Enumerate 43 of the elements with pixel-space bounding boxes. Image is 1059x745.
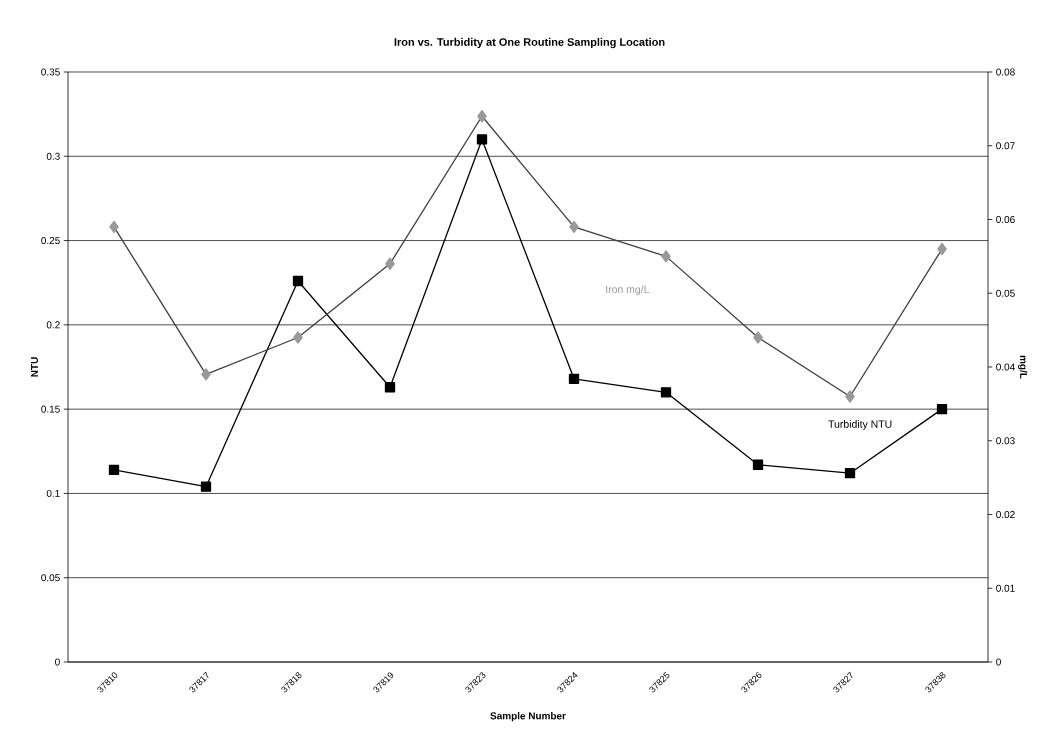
point xyxy=(477,110,487,123)
point xyxy=(200,481,212,492)
point xyxy=(385,257,395,270)
point xyxy=(936,403,948,415)
point xyxy=(201,368,211,381)
point xyxy=(752,459,764,470)
y2-tick-label: 0.07 xyxy=(996,142,1015,150)
point xyxy=(844,468,856,479)
y-tick-label: 0 xyxy=(55,658,60,666)
point xyxy=(568,373,580,384)
point xyxy=(845,390,855,403)
y2-tick-label: 0.08 xyxy=(996,68,1015,76)
y2-tick-label: 0.05 xyxy=(996,289,1015,297)
y2-tick-label: 0.02 xyxy=(996,510,1015,519)
point xyxy=(108,464,120,475)
text: Iron mg/L xyxy=(606,285,650,296)
y2-tick-label: 0.04 xyxy=(996,363,1015,371)
point xyxy=(753,331,763,344)
point xyxy=(569,220,579,234)
y-tick-label: 0.1 xyxy=(46,489,60,497)
y-tick-label: 0.2 xyxy=(46,321,60,329)
y2-tick-label: 0 xyxy=(996,658,1001,666)
y-tick-label: 0.05 xyxy=(41,574,60,582)
point xyxy=(476,134,488,145)
point xyxy=(661,250,671,263)
point xyxy=(109,220,119,234)
y2-tick-label: 0.03 xyxy=(996,437,1015,445)
y2-axis-title: mg/L xyxy=(1018,355,1028,379)
chart-title: Iron vs. Turbidity at One Routine Sampling Location xyxy=(394,37,665,49)
y-tick-label: 0.15 xyxy=(41,405,60,413)
point xyxy=(660,387,672,398)
point xyxy=(384,382,396,393)
y-axis-title: NTU xyxy=(31,357,38,377)
series-label: Turbidity NTU xyxy=(828,420,892,430)
y-tick-label: 0.35 xyxy=(41,68,60,76)
y-tick-label: 0.25 xyxy=(41,237,60,245)
y2-tick-label: 0.06 xyxy=(996,215,1015,224)
x-axis-title: Sample Number xyxy=(490,712,566,722)
y2-tick-label: 0.01 xyxy=(996,584,1015,592)
point xyxy=(937,242,947,256)
point xyxy=(292,275,304,287)
point xyxy=(293,331,303,344)
y-tick-label: 0.3 xyxy=(46,152,60,160)
